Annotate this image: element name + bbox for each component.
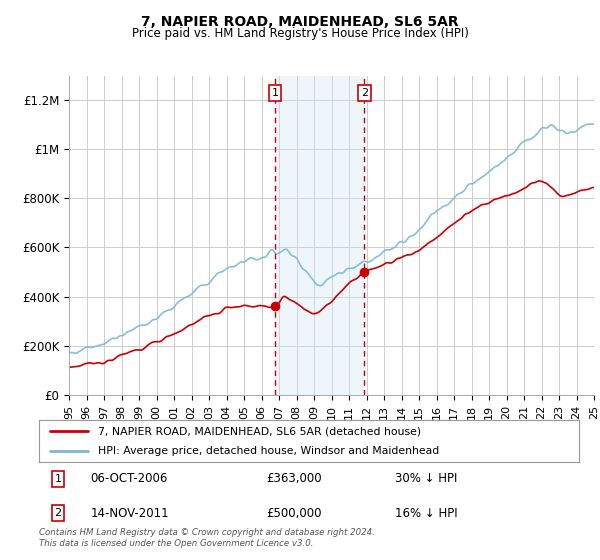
Text: 16% ↓ HPI: 16% ↓ HPI xyxy=(395,507,458,520)
Text: 14-NOV-2011: 14-NOV-2011 xyxy=(90,507,169,520)
Text: Contains HM Land Registry data © Crown copyright and database right 2024.
This d: Contains HM Land Registry data © Crown c… xyxy=(39,528,375,548)
Text: 2: 2 xyxy=(361,88,368,98)
Text: 7, NAPIER ROAD, MAIDENHEAD, SL6 5AR (detached house): 7, NAPIER ROAD, MAIDENHEAD, SL6 5AR (det… xyxy=(98,426,422,436)
Text: 06-OCT-2006: 06-OCT-2006 xyxy=(90,473,167,486)
Text: Price paid vs. HM Land Registry's House Price Index (HPI): Price paid vs. HM Land Registry's House … xyxy=(131,27,469,40)
Bar xyxy=(275,76,364,395)
Text: 1: 1 xyxy=(55,474,61,484)
Text: HPI: Average price, detached house, Windsor and Maidenhead: HPI: Average price, detached house, Wind… xyxy=(98,446,440,456)
Text: 1: 1 xyxy=(271,88,278,98)
Text: 2: 2 xyxy=(55,508,61,518)
Text: 7, NAPIER ROAD, MAIDENHEAD, SL6 5AR: 7, NAPIER ROAD, MAIDENHEAD, SL6 5AR xyxy=(141,15,459,29)
Text: 30% ↓ HPI: 30% ↓ HPI xyxy=(395,473,458,486)
Text: £363,000: £363,000 xyxy=(266,473,322,486)
Text: £500,000: £500,000 xyxy=(266,507,322,520)
